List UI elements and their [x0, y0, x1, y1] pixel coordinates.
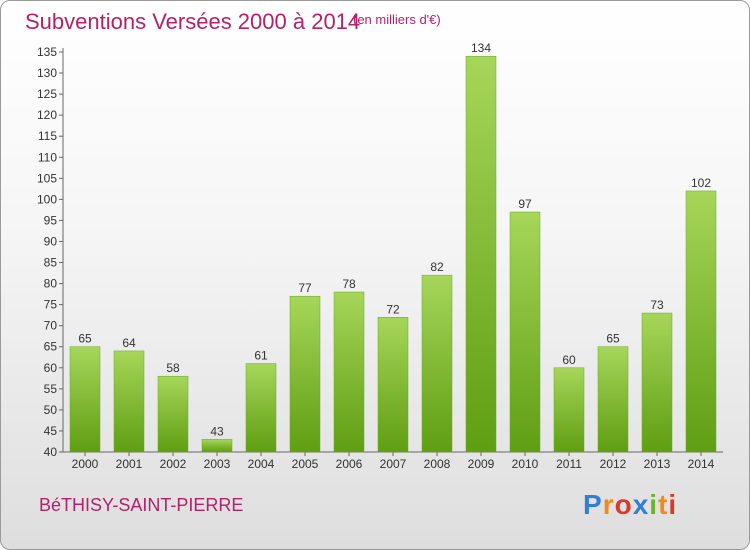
y-tick-label: 50 [44, 403, 58, 417]
x-tick-label: 2001 [116, 457, 143, 471]
bar [421, 274, 453, 453]
bar-value-label: 73 [650, 298, 664, 312]
x-tick-label: 2003 [204, 457, 231, 471]
y-tick-label: 120 [37, 108, 57, 122]
x-tick-label: 2007 [380, 457, 407, 471]
bar [685, 190, 717, 453]
bar [113, 350, 145, 453]
x-tick-label: 2005 [292, 457, 319, 471]
bar [333, 291, 365, 453]
chart-subtitle: (en milliers d'€) [353, 12, 441, 27]
bar [641, 312, 673, 453]
bar [157, 375, 189, 453]
y-tick-label: 115 [38, 129, 57, 143]
y-tick-label: 80 [44, 277, 58, 291]
data-labels: 65 64 58 43 61 77 78 72 82 134 97 60 65 73 102 [78, 41, 711, 438]
y-tick-label: 75 [44, 298, 58, 312]
bar [597, 346, 629, 453]
proxiti-logo[interactable]: Proxiti [583, 489, 677, 521]
logo-letter: i [649, 489, 659, 520]
bar-value-label: 43 [210, 424, 224, 438]
y-tick-label: 55 [44, 382, 58, 396]
bar-value-label: 64 [122, 336, 136, 350]
bars [69, 55, 717, 453]
y-tick-label: 85 [44, 256, 58, 270]
y-tick-label: 130 [37, 66, 57, 80]
x-tick-label: 2010 [512, 457, 539, 471]
bar-value-label: 61 [254, 349, 268, 363]
y-tick-label: 90 [44, 234, 58, 248]
y-tick-label: 135 [37, 45, 57, 59]
y-tick-label: 105 [37, 171, 57, 185]
y-tick-label: 110 [38, 150, 57, 164]
bar-value-label: 102 [691, 176, 711, 190]
x-tick-label: 2013 [644, 457, 671, 471]
x-tick-label: 2000 [72, 457, 99, 471]
x-tick-label: 2011 [556, 457, 582, 471]
bar-value-label: 72 [386, 302, 400, 316]
bar-value-label: 82 [430, 260, 444, 274]
bar [509, 211, 541, 453]
x-tick-label: 2014 [688, 457, 715, 471]
bar [465, 55, 497, 453]
bar [245, 363, 277, 453]
logo-letter: P [583, 489, 603, 520]
logo-letter: x [632, 489, 650, 520]
bar-value-label: 58 [166, 361, 180, 375]
y-tick-label: 65 [44, 340, 58, 354]
logo-letter: o [614, 489, 633, 520]
bar-value-label: 60 [562, 353, 576, 367]
bar-value-label: 65 [78, 332, 92, 346]
x-tick-label: 2002 [160, 457, 187, 471]
x-tick-label: 2008 [424, 457, 451, 471]
x-tick-label: 2004 [248, 457, 275, 471]
bar [553, 367, 585, 453]
y-tick-label: 125 [37, 87, 57, 101]
chart-title: Subventions Versées 2000 à 2014 [25, 9, 361, 34]
commune-name: BéTHISY-SAINT-PIERRE [39, 495, 244, 515]
bar-value-label: 78 [342, 277, 356, 291]
y-axis: 40 45 50 55 60 65 70 75 80 85 90 95 100 105 110 115 120 1… [37, 45, 64, 459]
y-tick-label: 70 [44, 319, 58, 333]
logo-letter: i [668, 489, 678, 520]
y-tick-label: 100 [37, 192, 57, 206]
x-tick-label: 2009 [468, 457, 495, 471]
logo-letter: r [602, 489, 615, 520]
y-tick-label: 95 [44, 213, 58, 227]
y-tick-label: 45 [44, 424, 58, 438]
bar-value-label: 134 [471, 41, 491, 55]
x-axis: 2000 2001 2002 2003 2004 2005 2006 2007 2008 2009… [63, 451, 723, 471]
y-tick-label: 40 [44, 445, 58, 459]
logo-letter: t [658, 489, 669, 520]
bar-value-label: 97 [518, 197, 532, 211]
bar-value-label: 77 [298, 281, 312, 295]
x-tick-label: 2006 [336, 457, 363, 471]
x-tick-label: 2012 [600, 457, 627, 471]
bar [69, 346, 101, 453]
bar [289, 295, 321, 453]
bar-value-label: 65 [606, 332, 620, 346]
y-tick-label: 60 [44, 361, 58, 375]
bar [377, 317, 409, 453]
bar [201, 439, 233, 453]
